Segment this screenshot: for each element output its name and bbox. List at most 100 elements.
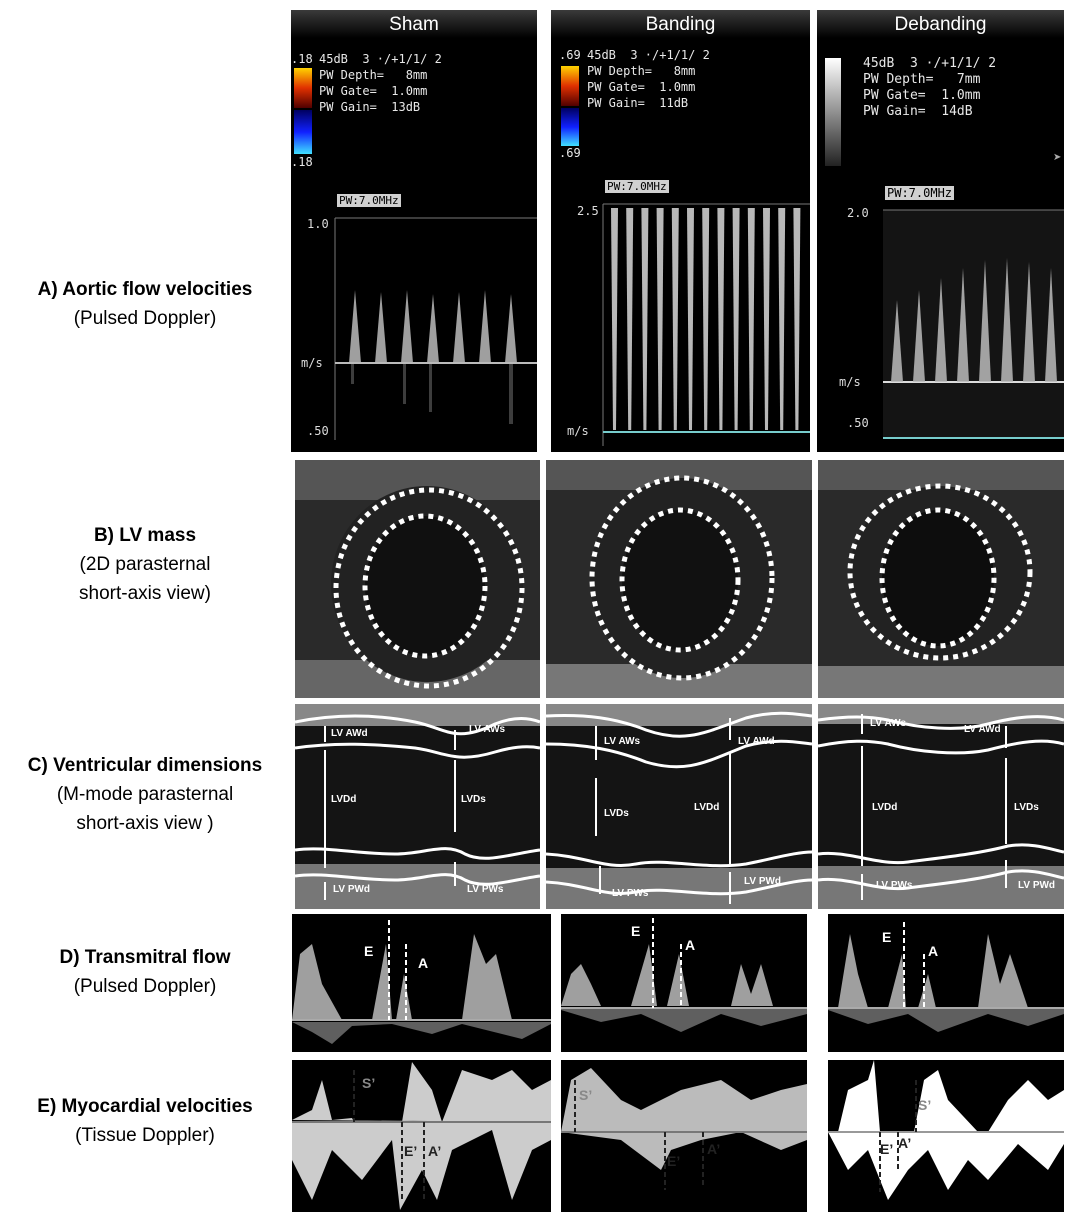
doppler-spike <box>656 208 664 430</box>
axis-label-top: 1.0 <box>307 217 329 231</box>
mmode-image-banding: LV AWs LV AWd LVDs LVDd LV PWs LV PWd <box>546 704 812 909</box>
doppler-spike <box>763 208 770 430</box>
doppler-spike <box>671 208 679 430</box>
setting-line: PW Depth= 8mm <box>587 64 696 78</box>
peak-label-e: E’ <box>880 1141 893 1157</box>
column-title: Banding <box>551 10 810 38</box>
color-scale <box>294 68 312 108</box>
axis-label-bottom: .50 <box>307 424 329 438</box>
row-label-transmitral: D) Transmitral flow (Pulsed Doppler) <box>0 944 290 1001</box>
probe-tag: PW:7.0MHz <box>337 194 401 207</box>
row-subtitle: (2D parasternal <box>79 554 211 575</box>
mmode-label: LV PWs <box>467 884 504 895</box>
doppler-spike <box>778 208 786 430</box>
lv-mass-image-banding <box>546 460 812 698</box>
peak-label-a: A <box>685 937 695 953</box>
svg-text:➤: ➤ <box>1053 152 1061 163</box>
color-scale <box>561 108 579 146</box>
doppler-spike <box>687 208 694 430</box>
setting-line: PW Depth= 7mm <box>863 72 981 87</box>
transmitral-image-banding: E A <box>561 914 807 1052</box>
row-label-myocardial: E) Myocardial velocities (Tissue Doppler… <box>0 1093 290 1150</box>
lv-mass-image-sham <box>295 460 540 698</box>
doppler-spike <box>717 208 725 430</box>
mmode-label: LVDd <box>331 794 356 805</box>
doppler-spike <box>793 208 801 430</box>
row-title: C) Ventricular dimensions <box>27 755 263 776</box>
scale-bottom: .69 <box>559 146 581 160</box>
doppler-spike <box>732 208 740 430</box>
probe-tag: PW:7.0MHz <box>885 186 955 200</box>
peak-label-e: E’ <box>404 1143 417 1159</box>
mmode-label: LV AWs <box>604 736 641 747</box>
mmode-label: LV PWd <box>1018 880 1055 891</box>
tissue-doppler-trace: S’ E’ A’ <box>828 1060 1064 1200</box>
row-subtitle: (Tissue Doppler) <box>75 1125 215 1146</box>
mmode-label: LV AWd <box>738 736 775 747</box>
tissue-doppler-image-banding: S’ E’ A’ <box>561 1060 807 1212</box>
row-title: D) Transmitral flow <box>59 947 231 968</box>
mmode-label: LV PWs <box>612 888 649 899</box>
row-label-lv-mass: B) LV mass (2D parasternal short-axis vi… <box>0 522 290 608</box>
row-title: E) Myocardial velocities <box>37 1096 253 1117</box>
color-scale <box>561 66 579 106</box>
peak-label-a: A’ <box>428 1143 441 1159</box>
peak-label-e: E <box>364 943 373 959</box>
row-subtitle: (M-mode parasternal <box>56 784 234 805</box>
scale-bottom: .18 <box>291 155 313 169</box>
row-title: A) Aortic flow velocities <box>37 279 253 300</box>
scale-top: .69 <box>559 48 581 62</box>
setting-line: 45dB 3 ·/+1/1/ 2 <box>319 52 442 66</box>
lv-contour <box>295 460 540 698</box>
setting-line: PW Gain= 13dB <box>319 100 421 114</box>
setting-line: PW Gate= 1.0mm <box>319 84 428 98</box>
row-label-aortic: A) Aortic flow velocities (Pulsed Dopple… <box>0 276 290 333</box>
setting-line: 45dB 3 ·/+1/1/ 2 <box>587 48 710 62</box>
mmode-label: LVDd <box>872 802 897 813</box>
row-title: B) LV mass <box>93 525 197 546</box>
mmode-label: LV PWs <box>876 880 913 891</box>
row-subtitle: short-axis view ) <box>76 813 214 834</box>
row-subtitle: short-axis view) <box>79 583 211 604</box>
peak-label-a: A’ <box>898 1135 911 1151</box>
mmode-label: LV AWd <box>331 728 368 739</box>
mmode-label: LV PWd <box>744 876 781 887</box>
lv-contour <box>546 460 812 698</box>
doppler-trace <box>334 217 537 440</box>
tissue-doppler-image-debanding: S’ E’ A’ <box>828 1060 1064 1212</box>
tissue-doppler-trace: S’ E’ A’ <box>561 1068 807 1190</box>
mmode-image-debanding: LV AWs LV AWd LVDd LVDs LV PWs LV PWd <box>818 704 1064 909</box>
setting-line: PW Gain= 14dB <box>863 104 973 119</box>
doppler-spike <box>641 208 649 430</box>
peak-label-a: A <box>418 955 428 971</box>
mmode-label: LV AWs <box>469 724 506 735</box>
mmode-label: LVDd <box>694 802 719 813</box>
doppler-spike <box>611 208 618 430</box>
transmitral-trace: E A <box>292 920 551 1044</box>
lv-contour <box>818 460 1064 698</box>
tissue-doppler-trace: S’ E’ A’ <box>292 1062 551 1210</box>
transmitral-image-sham: E A <box>292 914 551 1052</box>
peak-label-e: E <box>882 929 891 945</box>
peak-label-e: E’ <box>667 1153 680 1169</box>
doppler-trace <box>602 203 810 446</box>
setting-line: PW Gate= 1.0mm <box>587 80 696 94</box>
scale-top: .18 <box>291 52 313 66</box>
axis-label-top: 2.5 <box>577 204 599 218</box>
row-subtitle: (Pulsed Doppler) <box>73 976 217 997</box>
doppler-spike <box>747 208 755 430</box>
setting-line: PW Depth= 8mm <box>319 68 428 82</box>
row-subtitle: (Pulsed Doppler) <box>73 308 217 329</box>
peak-label-a: A’ <box>707 1141 720 1157</box>
peak-label-s: S’ <box>918 1097 931 1113</box>
setting-line: 45dB 3 ·/+1/1/ 2 <box>863 56 997 71</box>
axis-label-unit: m/s <box>567 424 589 438</box>
doppler-spike <box>626 208 634 430</box>
mmode-label: LVDs <box>604 808 629 819</box>
aortic-panel-banding: Banding .69 .69 45dB 3 ·/+1/1/ 2 PW Dept… <box>551 10 810 452</box>
transmitral-image-debanding: E A <box>828 914 1064 1052</box>
axis-label-unit: m/s <box>301 356 323 370</box>
aortic-panel-debanding: Debanding 45dB 3 ·/+1/1/ 2 PW Depth= 7mm… <box>817 10 1064 452</box>
mmode-label: LV AWs <box>870 718 907 729</box>
aortic-panel-sham: Sham .18 .18 45dB 3 ·/+1/1/ 2 PW Depth= … <box>291 10 537 452</box>
